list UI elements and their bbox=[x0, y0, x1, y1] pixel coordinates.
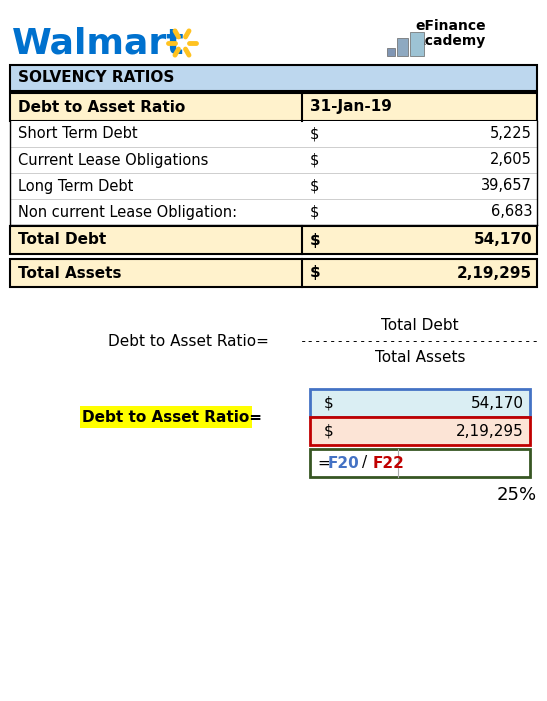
Bar bbox=[410, 32, 424, 56]
Text: Walmart: Walmart bbox=[12, 26, 185, 60]
Text: F22: F22 bbox=[373, 456, 405, 470]
Text: 6,683: 6,683 bbox=[491, 205, 532, 219]
Text: Total Assets: Total Assets bbox=[18, 266, 121, 280]
Text: Non current Lease Obligation:: Non current Lease Obligation: bbox=[18, 205, 237, 219]
Bar bbox=[387, 48, 395, 56]
Bar bbox=[10, 121, 537, 147]
Text: eFinance: eFinance bbox=[415, 19, 486, 33]
Bar bbox=[10, 226, 537, 254]
Text: 2,19,295: 2,19,295 bbox=[456, 423, 524, 439]
Text: =: = bbox=[317, 456, 330, 470]
Bar bbox=[10, 93, 537, 121]
Text: --------------------------------: -------------------------------- bbox=[300, 336, 540, 348]
Bar bbox=[310, 389, 530, 417]
Text: $: $ bbox=[310, 233, 321, 247]
Text: $: $ bbox=[324, 395, 334, 411]
Text: $: $ bbox=[310, 126, 319, 142]
Text: Debt to Asset Ratio=: Debt to Asset Ratio= bbox=[82, 409, 262, 425]
Bar bbox=[10, 147, 537, 173]
Text: Short Term Debt: Short Term Debt bbox=[18, 126, 138, 142]
Text: Debt to Asset Ratio=: Debt to Asset Ratio= bbox=[108, 334, 269, 350]
Bar bbox=[10, 259, 537, 287]
Text: $: $ bbox=[310, 266, 321, 280]
Bar bbox=[397, 38, 408, 56]
Text: 31-Jan-19: 31-Jan-19 bbox=[310, 100, 392, 114]
Text: Total Debt: Total Debt bbox=[381, 318, 459, 334]
Bar bbox=[10, 173, 537, 199]
Text: Total Debt: Total Debt bbox=[18, 233, 106, 247]
Text: 54,170: 54,170 bbox=[471, 395, 524, 411]
Text: 5,225: 5,225 bbox=[490, 126, 532, 142]
Text: Total Assets: Total Assets bbox=[375, 350, 465, 365]
Text: $: $ bbox=[310, 205, 319, 219]
Bar bbox=[80, 406, 252, 428]
Bar bbox=[310, 417, 530, 445]
Text: SOLVENCY RATIOS: SOLVENCY RATIOS bbox=[18, 71, 174, 86]
Text: 54,170: 54,170 bbox=[473, 233, 532, 247]
Text: 2,19,295: 2,19,295 bbox=[457, 266, 532, 280]
Text: Debt to Asset Ratio: Debt to Asset Ratio bbox=[18, 100, 185, 114]
Text: $: $ bbox=[310, 179, 319, 193]
Bar bbox=[10, 65, 537, 91]
Bar bbox=[310, 449, 530, 477]
Bar bbox=[10, 199, 537, 225]
Text: 25%: 25% bbox=[497, 486, 537, 504]
Text: Academy: Academy bbox=[415, 34, 486, 48]
Text: $: $ bbox=[310, 153, 319, 168]
Text: Long Term Debt: Long Term Debt bbox=[18, 179, 133, 193]
Text: 39,657: 39,657 bbox=[481, 179, 532, 193]
Text: F20: F20 bbox=[328, 456, 360, 470]
Text: 2,605: 2,605 bbox=[490, 153, 532, 168]
Text: /: / bbox=[362, 456, 367, 470]
Text: $: $ bbox=[324, 423, 334, 439]
Text: Current Lease Obligations: Current Lease Obligations bbox=[18, 153, 208, 168]
